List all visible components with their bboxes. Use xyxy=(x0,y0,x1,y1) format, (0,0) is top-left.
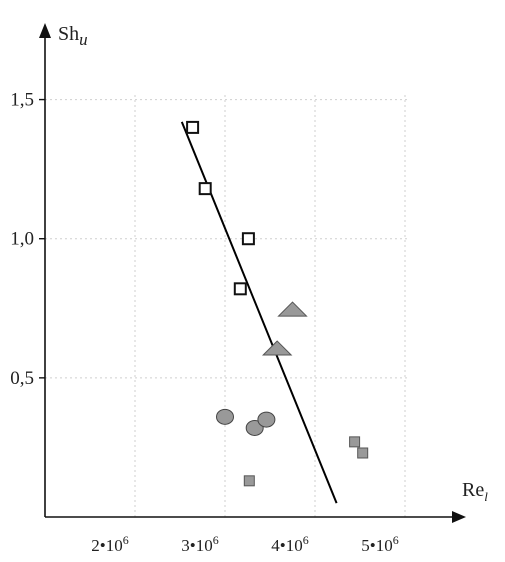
point-filled-square xyxy=(243,475,255,487)
x-tick-label: 5•106 xyxy=(361,533,398,555)
point-triangle xyxy=(277,301,308,317)
axes xyxy=(39,23,466,523)
tick-labels: 0,5 1,0 1,5 2•106 3•106 4•106 5•106 xyxy=(10,90,398,555)
x-axis-arrow xyxy=(452,511,466,523)
point-open-square xyxy=(241,232,255,246)
point-circle xyxy=(216,408,234,425)
point-open-square xyxy=(186,120,200,134)
y-axis-arrow xyxy=(39,23,51,38)
grid-lines xyxy=(45,95,410,517)
y-axis-label: Shu xyxy=(58,23,88,49)
x-tick-label: 2•106 xyxy=(91,533,128,555)
trend-line xyxy=(180,121,338,504)
x-tick-label: 4•106 xyxy=(271,533,308,555)
point-filled-square xyxy=(357,447,369,459)
point-open-square xyxy=(198,182,212,196)
data-points xyxy=(186,120,369,487)
x-tick-label: 3•106 xyxy=(181,533,218,555)
y-tick-label: 0,5 xyxy=(10,368,34,389)
y-tick-label: 1,0 xyxy=(10,229,34,250)
y-tick-label: 1,5 xyxy=(10,90,34,111)
point-filled-square xyxy=(349,436,361,448)
point-triangle xyxy=(261,340,293,356)
x-axis-label: Rel xyxy=(462,479,488,504)
point-open-square xyxy=(233,282,247,296)
trend-line-group xyxy=(180,121,338,504)
point-circle xyxy=(245,419,264,436)
point-circle xyxy=(257,411,276,428)
